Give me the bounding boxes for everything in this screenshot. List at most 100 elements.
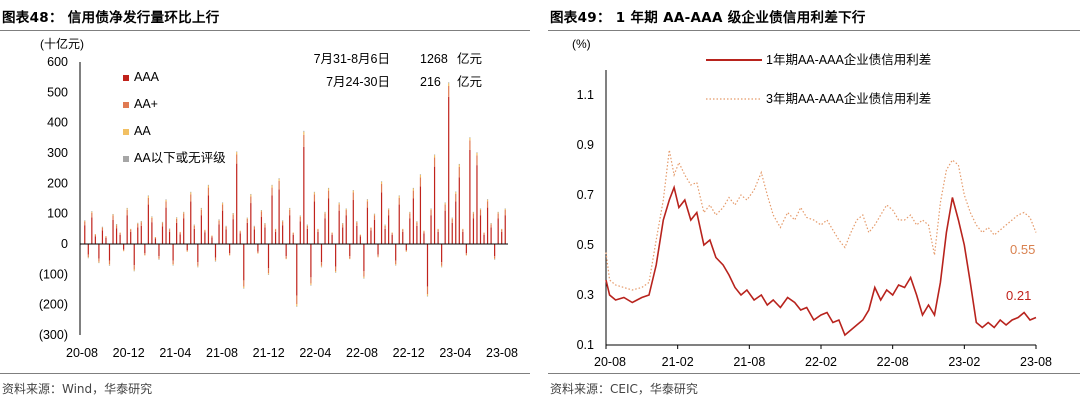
bottom-rule [548, 373, 1080, 374]
bar-segment [359, 234, 361, 237]
bar-segment [430, 215, 432, 244]
bar-segment [232, 213, 234, 215]
title-rule [0, 30, 530, 31]
bar-segment [476, 165, 478, 244]
bar-segment [338, 204, 340, 211]
x-tick-label: 20-08 [594, 355, 626, 369]
x-tick-label: 23-08 [1020, 355, 1052, 369]
bar-segment [140, 225, 142, 244]
bar-segment [193, 224, 195, 226]
bar-segment [87, 257, 89, 258]
bar-segment [384, 225, 386, 229]
bar-segment [398, 204, 400, 244]
bar-segment [342, 224, 344, 228]
bar-segment [342, 223, 344, 225]
bar-segment [433, 157, 436, 167]
bar-segment [151, 217, 153, 223]
bar-segment [448, 96, 450, 244]
bar-segment [179, 231, 181, 233]
bar-segment [253, 226, 255, 230]
bar-segment [494, 258, 496, 260]
bar-segment [133, 265, 135, 270]
bar-segment [299, 215, 301, 218]
bar-segment [165, 207, 167, 244]
bar-segment [437, 229, 439, 232]
bar-segment [370, 227, 372, 231]
bar-segment [274, 229, 277, 232]
bar-segment [430, 208, 432, 210]
bar-segment [207, 187, 210, 196]
bar-segment [176, 222, 178, 244]
bar-segment [490, 223, 492, 225]
bar-segment [338, 210, 340, 244]
bar-segment [465, 253, 467, 255]
bar-segment [479, 208, 482, 210]
bar-segment [260, 216, 263, 244]
bar-segment [395, 260, 397, 265]
bar-segment [119, 234, 121, 244]
bar-segment [317, 229, 319, 232]
end-label-3y: 0.55 [1010, 242, 1035, 257]
bar-segment [384, 224, 386, 226]
bar-segment [384, 228, 386, 244]
bar-segment [190, 192, 192, 195]
bar-segment [211, 235, 213, 238]
bar-segment [246, 217, 248, 219]
bar-segment [239, 231, 241, 234]
bar-segment [342, 223, 344, 224]
bar-segment [204, 232, 206, 244]
y-tick-label: 300 [47, 146, 68, 160]
annotation-unit: 亿元 [457, 51, 482, 66]
bar-segment [112, 213, 114, 215]
x-tick-label: 22-08 [877, 355, 909, 369]
bar-segment [183, 218, 185, 244]
bar-segment [260, 210, 263, 211]
bar-segment [140, 220, 142, 222]
bar-segment [469, 137, 471, 138]
bar-segment [123, 249, 125, 251]
bar-segment [331, 234, 333, 244]
bar-segment [133, 244, 135, 266]
bar-segment [373, 213, 376, 216]
series-line-3y [605, 149, 1037, 291]
bar-segment [356, 222, 358, 226]
bar-segment [229, 253, 231, 255]
bar-segment [94, 234, 96, 237]
bar-segment [296, 306, 298, 307]
bar-segment [504, 215, 506, 244]
bar-segment [444, 203, 446, 205]
bar-segment [292, 234, 294, 244]
figure-49-source: 资料来源：CEIC，华泰研究 [550, 382, 698, 396]
x-tick-label: 21-12 [253, 346, 285, 360]
bar-segment [412, 190, 414, 199]
bar-segment [395, 264, 397, 266]
bar-segment [87, 257, 89, 259]
bar-segment [366, 199, 369, 200]
bar-segment [458, 177, 460, 244]
x-tick-label: 20-08 [66, 346, 98, 360]
bar-segment [278, 178, 280, 181]
bar-segment [412, 198, 414, 244]
bar-segment [218, 219, 220, 221]
bar-segment [91, 212, 93, 218]
bar-segment [147, 204, 149, 244]
bar-segment [211, 237, 213, 244]
bar-segment [179, 234, 181, 244]
bar-segment [271, 195, 273, 244]
bar-segment [190, 194, 192, 202]
bar-segment [345, 215, 347, 244]
bar-segment [451, 217, 453, 219]
y-tick-label: 0.1 [577, 338, 594, 352]
bar-segment [168, 229, 171, 232]
bar-segment [486, 207, 489, 244]
bar-segment [412, 187, 414, 189]
legend-swatch [123, 156, 129, 162]
bar-segment [462, 229, 464, 232]
bar-segment [214, 260, 217, 262]
bar-segment [253, 229, 255, 244]
bar-segment [126, 209, 128, 216]
y-tick-label: 0.7 [577, 188, 594, 202]
bar-segment [373, 219, 376, 244]
bar-segment [451, 218, 453, 223]
y-tick-label: 0 [61, 237, 68, 251]
